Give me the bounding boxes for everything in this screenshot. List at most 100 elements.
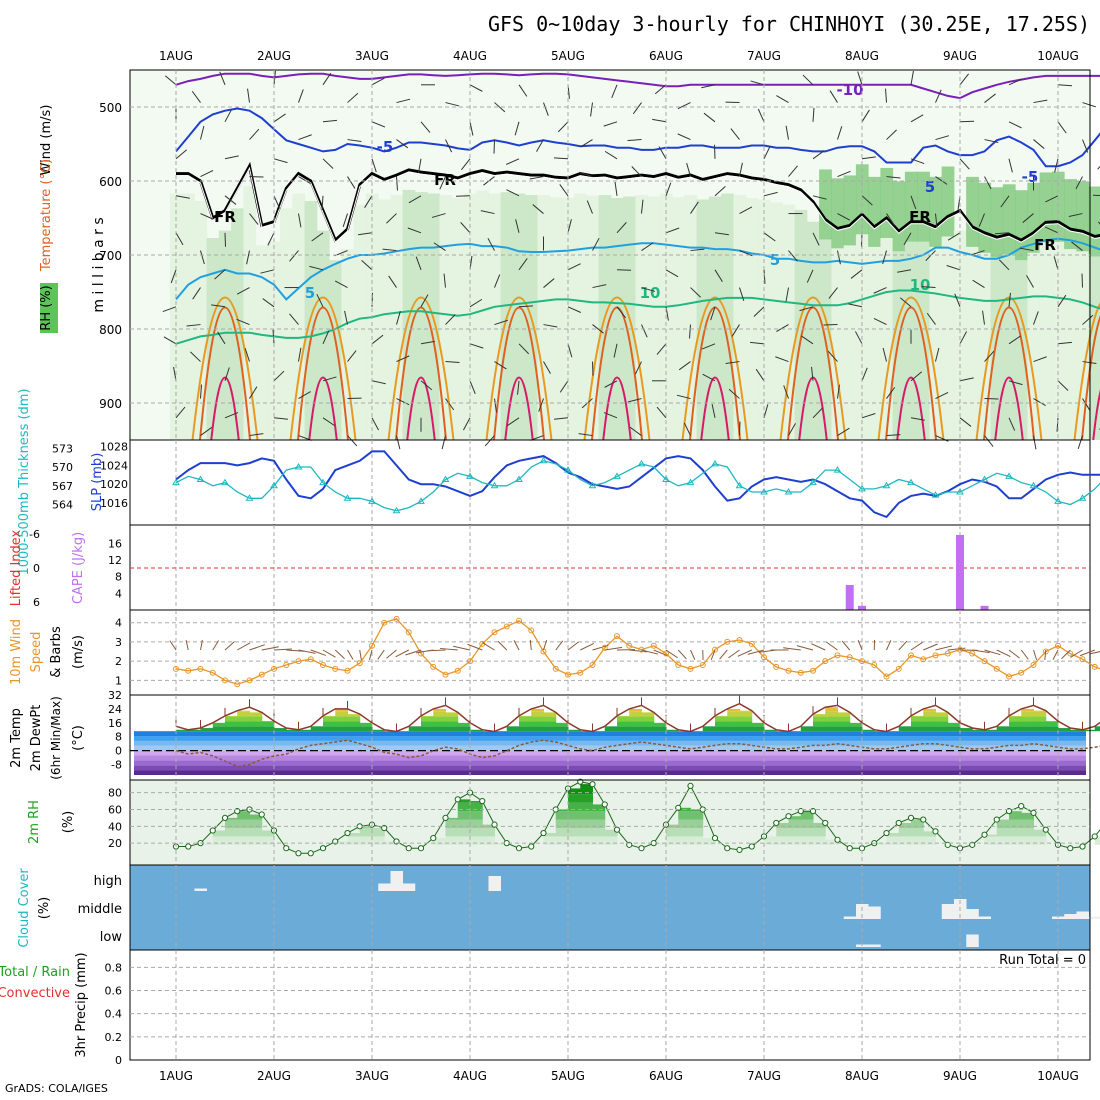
temp-fill: [825, 707, 838, 712]
temp-band: [134, 745, 1086, 751]
thickness-marker: [1078, 494, 1087, 501]
upper-wind-barb: [298, 134, 312, 141]
rh-fill: [482, 828, 495, 837]
upper-wind-barb: [543, 361, 551, 374]
upper-wind-barb: [445, 139, 453, 153]
rh-fill: [470, 828, 483, 837]
upper-wind-barb: [882, 250, 887, 265]
temp-fill: [641, 726, 655, 732]
temp-fill: [347, 716, 361, 722]
upper-wind-barb: [854, 331, 863, 345]
upper-wind-barb: [1075, 176, 1083, 190]
upper-wind-barb: [935, 135, 950, 141]
thickness-marker: [613, 472, 621, 479]
surface-wind-barb: [237, 642, 251, 651]
temp-fill: [653, 726, 667, 732]
upper-wind-barb: [785, 125, 789, 140]
thickness-marker: [858, 484, 866, 492]
upper-wind-barb: [580, 139, 593, 148]
upper-wind-barb: [273, 370, 285, 382]
rh-shade-cell: [255, 245, 269, 440]
upper-wind-barb: [514, 121, 520, 136]
upper-wind-barb: [910, 417, 925, 421]
li-ytick: -6: [29, 528, 40, 541]
upper-wind-barb: [656, 343, 667, 355]
upper-wind-barb: [316, 293, 324, 308]
rh-fill: [984, 834, 998, 837]
upper-wind-barb: [494, 102, 506, 113]
rh-fill: [690, 819, 704, 828]
wind-marker: [381, 619, 388, 626]
wind-marker: [589, 662, 596, 668]
upper-wind-barb: [910, 371, 923, 382]
upper-wind-barb: [677, 133, 691, 141]
rh-fill: [886, 833, 900, 837]
upper-wind-barb: [1008, 292, 1011, 307]
surface-wind-barb: [482, 642, 495, 651]
upper-wind-barb: [1008, 417, 1016, 431]
rh-fill: [237, 836, 250, 845]
upper-wind-barb: [298, 213, 302, 228]
rh-marker: [981, 831, 988, 838]
wind-marker: [932, 652, 939, 659]
temp-fill: [323, 715, 336, 717]
wind-marker: [834, 652, 841, 659]
rh-fill: [911, 819, 924, 828]
wind-marker: [981, 658, 988, 665]
upper-wind-barb: [460, 222, 471, 234]
upper-wind-barb: [1033, 435, 1037, 450]
temp-fill: [335, 726, 348, 732]
temp-warm-contour: [395, 306, 447, 441]
wind-marker: [503, 623, 510, 630]
rh-shade-moist: [819, 169, 832, 240]
temp-fill: [837, 721, 851, 727]
upper-wind-barb: [347, 92, 359, 103]
wind-speed-line: [175, 618, 1100, 685]
wind-marker: [846, 654, 853, 661]
upper-wind-barb: [443, 273, 446, 288]
surface-wind-barb: [453, 645, 471, 651]
upper-wind-barb: [420, 340, 435, 345]
temp-fill: [751, 726, 765, 732]
thickness-marker: [196, 475, 205, 482]
rh-fill: [690, 836, 704, 845]
temp-fill: [543, 721, 557, 727]
rh-fill: [788, 816, 802, 820]
cape-ytick: 8: [115, 571, 122, 584]
surface-wind-barb: [677, 649, 687, 660]
rh-marker: [1042, 826, 1049, 833]
temp-fill: [837, 726, 851, 732]
rh-fill: [825, 839, 838, 845]
upper-wind-barb: [553, 157, 569, 160]
wind-marker: [638, 646, 645, 653]
temp-warm-contour: [787, 306, 839, 441]
upper-wind-barb: [554, 417, 569, 420]
temp-band: [134, 740, 1086, 746]
upper-wind-barb: [543, 278, 555, 288]
upper-wind-barb: [364, 195, 373, 208]
upper-wind-barb: [1019, 247, 1034, 252]
upper-wind-barb: [776, 95, 789, 103]
precip-label-total: Total / Rain: [0, 965, 70, 980]
upper-wind-barb: [262, 298, 275, 308]
wind-marker: [1079, 656, 1086, 663]
upper-wind-barb: [322, 119, 337, 123]
upper-wind-barb: [802, 74, 814, 86]
temp-fill: [347, 726, 361, 732]
wind-marker: [1006, 673, 1012, 680]
upper-wind-barb: [946, 264, 961, 271]
rh-shade-cell: [635, 195, 649, 440]
cape-ylabel: CAPE (J/kg): [71, 532, 86, 604]
temp-fill: [433, 726, 446, 732]
upper-wind-barb: [812, 150, 825, 160]
thickness-marker: [490, 481, 499, 489]
thickness-marker: [784, 488, 793, 495]
upper-wind-barb: [861, 156, 876, 160]
thickness-marker: [1005, 472, 1013, 479]
upper-wind-barb: [785, 287, 789, 302]
rh-shade-cell: [892, 251, 906, 440]
upper-wind-barb: [788, 423, 796, 436]
thickness-marker: [907, 478, 915, 486]
rh-fill: [592, 811, 606, 820]
